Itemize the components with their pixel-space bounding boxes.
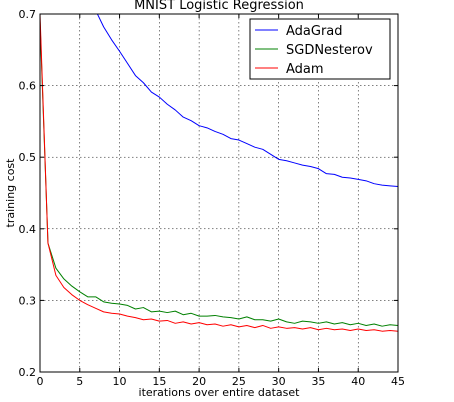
x-tick-label: 40 <box>351 375 365 388</box>
y-tick-label: 0.7 <box>19 8 37 21</box>
y-tick-label: 0.6 <box>19 80 37 93</box>
y-tick-label: 0.2 <box>19 366 37 379</box>
legend-label-adagrad: AdaGrad <box>286 24 343 39</box>
y-tick-label: 0.3 <box>19 294 37 307</box>
x-axis-label: iterations over entire dataset <box>139 386 301 399</box>
y-axis-label: training cost <box>4 158 17 228</box>
x-tick-label: 10 <box>113 375 127 388</box>
x-tick-label: 5 <box>76 375 83 388</box>
x-tick-label: 35 <box>311 375 325 388</box>
chart-title: MNIST Logistic Regression <box>134 0 304 13</box>
legend-label-adam: Adam <box>286 62 324 77</box>
legend: AdaGrad SGDNesterov Adam <box>250 19 390 79</box>
x-tick-label: 0 <box>37 375 44 388</box>
y-tick-label: 0.5 <box>19 151 37 164</box>
legend-label-sgdnesterov: SGDNesterov <box>286 43 373 58</box>
x-tick-label: 45 <box>391 375 405 388</box>
y-tick-label: 0.4 <box>19 223 37 236</box>
